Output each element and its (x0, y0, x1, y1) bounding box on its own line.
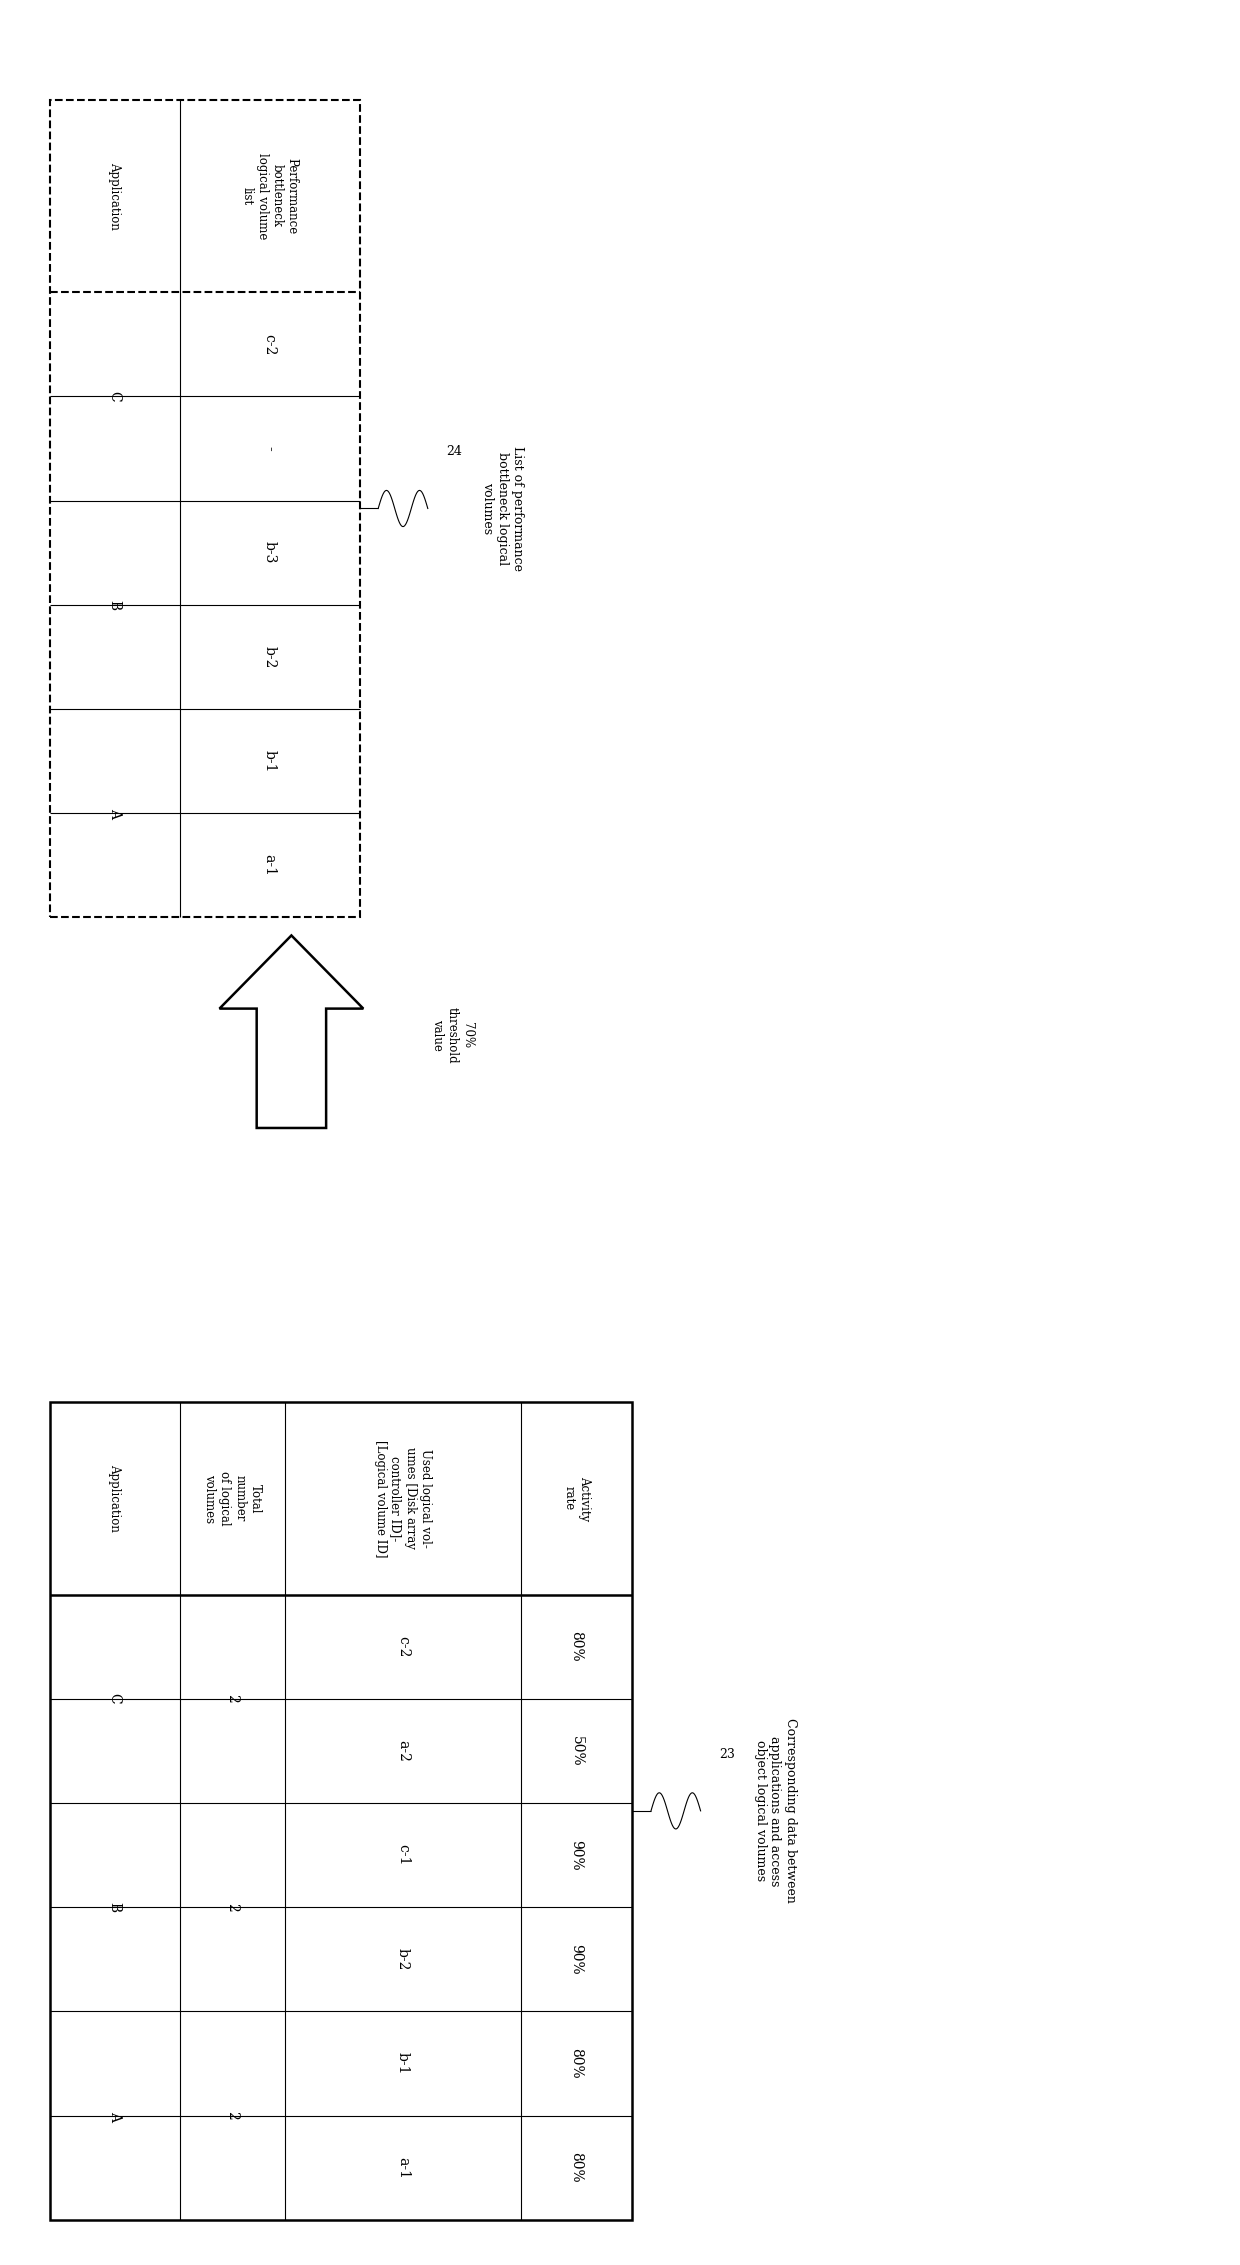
Text: Corresponding data between
applications and access
object logical volumes: Corresponding data between applications … (754, 1719, 796, 1903)
Text: 2: 2 (226, 1903, 239, 1912)
Text: b-3: b-3 (263, 541, 277, 564)
Text: -: - (263, 446, 277, 451)
Text: c-2: c-2 (263, 333, 277, 356)
Text: Performance
bottleneck
logical volume
list: Performance bottleneck logical volume li… (241, 152, 299, 240)
Text: 70%
threshold
value: 70% threshold value (432, 1006, 474, 1065)
Text: b-2: b-2 (396, 1948, 410, 1971)
Text: b-2: b-2 (263, 646, 277, 668)
Text: a-2: a-2 (396, 1740, 410, 1762)
Text: 90%: 90% (569, 1839, 584, 1871)
Text: B: B (108, 1903, 122, 1912)
Text: A: A (108, 809, 122, 818)
Text: Activity
rate: Activity rate (563, 1477, 590, 1520)
Text: C: C (108, 392, 122, 401)
Text: Used logical vol-
umes [Disk array
controller ID]-
[Logical volume ID]: Used logical vol- umes [Disk array contr… (374, 1441, 432, 1556)
Bar (50, 1402, 632, 2220)
Bar (50, 100, 360, 917)
Text: 2: 2 (226, 1694, 239, 1703)
Text: 80%: 80% (569, 2152, 584, 2183)
Text: Total
number
of logical
volumes: Total number of logical volumes (203, 1470, 262, 1527)
Text: 23: 23 (719, 1749, 735, 1760)
Text: 24: 24 (446, 446, 463, 458)
Text: 80%: 80% (569, 1631, 584, 1663)
Text: a-1: a-1 (263, 854, 277, 877)
Text: Application: Application (108, 1465, 122, 1531)
Polygon shape (219, 935, 363, 1128)
Text: c-1: c-1 (396, 1844, 410, 1866)
Text: 2: 2 (226, 2111, 239, 2120)
Text: A: A (108, 2111, 122, 2120)
Text: b-1: b-1 (396, 2052, 410, 2075)
Text: B: B (108, 600, 122, 609)
Text: List of performance
bottleneck logical
volumes: List of performance bottleneck logical v… (481, 446, 523, 571)
Text: 90%: 90% (569, 1943, 584, 1975)
Text: b-1: b-1 (263, 750, 277, 772)
Text: a-1: a-1 (396, 2156, 410, 2179)
Text: c-2: c-2 (396, 1635, 410, 1658)
Text: 80%: 80% (569, 2048, 584, 2079)
Text: C: C (108, 1694, 122, 1703)
Text: Application: Application (108, 163, 122, 229)
Text: 50%: 50% (569, 1735, 584, 1767)
